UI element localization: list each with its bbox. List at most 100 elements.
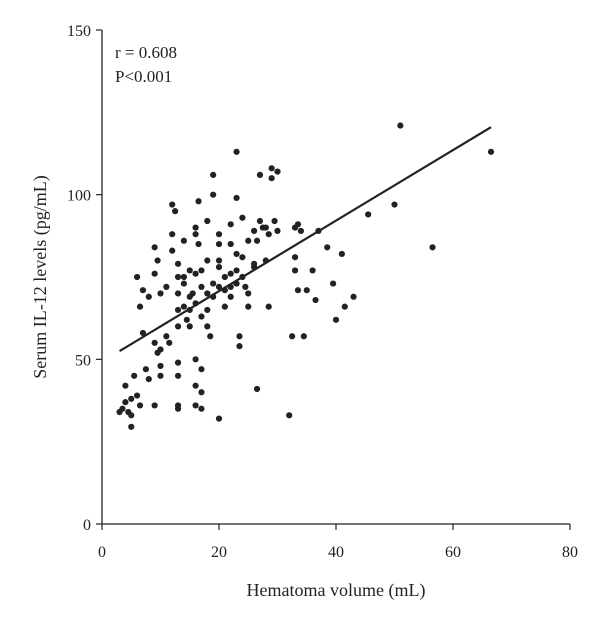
data-point	[128, 412, 135, 419]
data-point	[145, 375, 152, 383]
data-point	[397, 122, 404, 129]
data-point	[297, 227, 304, 234]
x-tick-label: 80	[562, 544, 578, 561]
data-point	[268, 175, 275, 182]
data-point	[294, 287, 302, 294]
data-point	[245, 290, 252, 297]
data-point	[180, 273, 187, 281]
data-point	[169, 231, 176, 238]
data-point	[128, 395, 135, 402]
x-axis-title: Hematoma volume (mL)	[247, 580, 426, 601]
data-point	[210, 191, 217, 198]
data-point	[157, 346, 164, 353]
data-point	[157, 290, 164, 297]
data-point	[136, 303, 144, 310]
data-point	[291, 254, 299, 261]
data-point	[341, 303, 348, 310]
data-point	[242, 283, 249, 290]
y-tick-label: 150	[67, 23, 91, 40]
data-point	[221, 303, 228, 310]
data-point	[239, 254, 246, 261]
data-point	[139, 287, 147, 294]
data-point	[274, 168, 281, 175]
data-point	[172, 208, 179, 215]
data-point	[151, 270, 158, 277]
data-point	[198, 389, 205, 396]
data-point	[151, 402, 158, 409]
data-point	[265, 303, 272, 310]
x-tick-label: 40	[328, 544, 344, 561]
data-point	[180, 280, 187, 287]
data-point	[174, 405, 182, 412]
data-point	[122, 399, 129, 406]
correlation-coefficient-label: r = 0.608	[115, 43, 177, 62]
data-point	[192, 270, 199, 277]
data-point	[151, 339, 158, 346]
data-point	[139, 329, 147, 337]
data-point	[210, 280, 217, 287]
data-point	[183, 316, 190, 323]
data-point	[192, 231, 199, 238]
data-point	[291, 267, 299, 274]
data-points	[116, 122, 495, 430]
data-point	[204, 306, 211, 314]
data-point	[487, 148, 495, 155]
data-point	[128, 423, 135, 430]
data-point	[256, 217, 264, 225]
y-tick-label: 100	[67, 188, 91, 205]
data-point	[166, 339, 173, 346]
data-point	[365, 211, 372, 218]
data-point	[215, 240, 223, 248]
data-point	[180, 303, 187, 310]
data-point	[233, 267, 240, 274]
data-point	[253, 385, 261, 393]
data-point	[151, 244, 158, 251]
data-point	[429, 244, 436, 251]
y-tick-label: 0	[83, 517, 91, 534]
data-point	[136, 402, 144, 409]
data-point	[163, 333, 170, 340]
data-point	[329, 280, 337, 287]
data-point	[134, 392, 141, 399]
data-point	[174, 359, 182, 366]
data-point	[192, 402, 199, 409]
data-point	[256, 171, 264, 179]
data-point	[163, 283, 170, 290]
data-point	[300, 333, 307, 340]
data-point	[134, 273, 141, 281]
y-axis-ticks: 0 50 100 150	[67, 23, 102, 534]
data-point	[262, 224, 269, 231]
data-point	[221, 273, 228, 281]
data-point	[233, 148, 240, 155]
data-point	[198, 313, 205, 320]
y-axis-title: Serum IL-12 levels (pg/mL)	[30, 175, 51, 378]
data-point	[332, 316, 340, 323]
data-point	[192, 382, 199, 389]
p-value-label: P<0.001	[115, 67, 172, 86]
data-point	[233, 250, 240, 258]
data-point	[174, 273, 182, 281]
data-point	[286, 412, 293, 419]
data-point	[245, 303, 252, 310]
data-point	[198, 405, 205, 412]
data-point	[198, 267, 205, 274]
x-tick-label: 20	[211, 544, 227, 561]
data-point	[391, 201, 398, 208]
data-point	[180, 237, 187, 244]
data-point	[174, 372, 182, 379]
data-point	[271, 217, 278, 225]
data-point	[289, 333, 296, 340]
data-point	[268, 165, 275, 172]
x-axis-ticks: 0 20 40 60 80	[98, 524, 578, 561]
data-point	[195, 198, 202, 205]
data-point	[198, 283, 205, 290]
data-point	[210, 171, 217, 179]
data-point	[157, 372, 164, 379]
data-point	[227, 270, 234, 277]
x-tick-label: 60	[445, 544, 461, 561]
data-point	[338, 250, 345, 258]
data-point	[195, 240, 202, 248]
data-point	[169, 247, 176, 254]
data-point	[174, 306, 182, 314]
